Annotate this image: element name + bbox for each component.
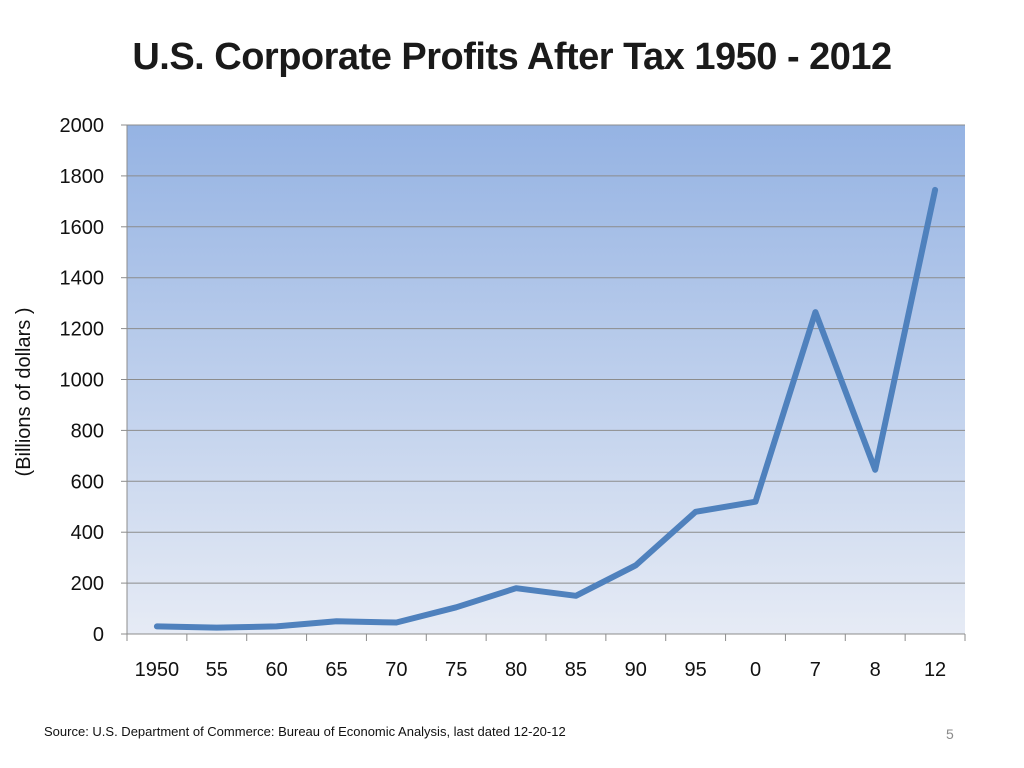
y-tick-label: 200 xyxy=(71,573,104,595)
y-tick-label: 600 xyxy=(71,471,104,493)
x-tick-label: 90 xyxy=(625,659,647,681)
x-tick-label: 12 xyxy=(924,659,946,681)
y-tick-label: 1400 xyxy=(60,268,105,290)
page-number: 5 xyxy=(946,726,954,742)
x-tick-label: 1950 xyxy=(135,659,180,681)
y-tick-label: 0 xyxy=(93,624,104,646)
x-tick-label: 55 xyxy=(206,659,228,681)
y-tick-label: 1600 xyxy=(60,217,105,239)
y-axis-label-group: (Billions of dollars ) xyxy=(13,308,35,477)
y-tick-label: 1000 xyxy=(60,370,105,392)
x-tick-label: 0 xyxy=(750,659,761,681)
y-tick-label: 1200 xyxy=(60,319,105,341)
slide-title: U.S. Corporate Profits After Tax 1950 - … xyxy=(132,36,892,78)
x-tick-label: 85 xyxy=(565,659,587,681)
x-tick-label: 80 xyxy=(505,659,527,681)
y-tick-label: 2000 xyxy=(60,115,105,137)
source-note: Source: U.S. Department of Commerce: Bur… xyxy=(44,724,566,739)
x-tick-label: 70 xyxy=(385,659,407,681)
x-tick-label: 95 xyxy=(685,659,707,681)
y-tick-label: 800 xyxy=(71,420,104,442)
series-line xyxy=(153,186,939,631)
gridlines xyxy=(127,124,965,584)
axes xyxy=(121,124,966,641)
y-tick-labels: 0 200 400 600 800 1000 1200 1400 1600 1800 2000 xyxy=(60,115,105,646)
x-tick-label: 65 xyxy=(325,659,347,681)
x-tick-label: 7 xyxy=(810,659,821,681)
x-tick-labels: 1950 55 60 65 70 75 80 85 90 95 0 7 8 12 xyxy=(135,659,947,681)
y-tick-label: 400 xyxy=(71,522,104,544)
y-tick-label: 1800 xyxy=(60,166,105,188)
series-group xyxy=(153,186,939,631)
x-tick-label: 8 xyxy=(870,659,881,681)
x-tick-label: 75 xyxy=(445,659,467,681)
y-axis-label: (Billions of dollars ) xyxy=(13,308,35,477)
x-tick-label: 60 xyxy=(266,659,288,681)
